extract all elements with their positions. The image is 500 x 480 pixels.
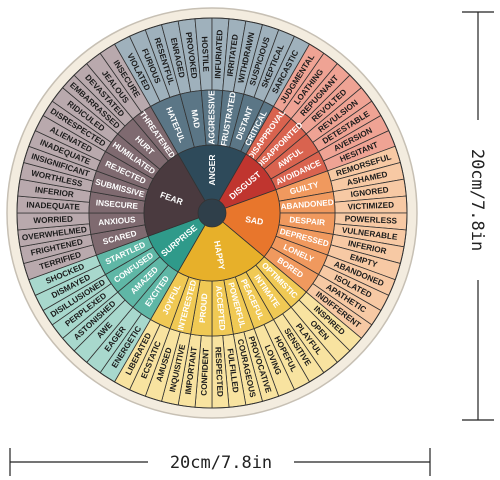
middle-emotion-label: AGGRESSIVE	[208, 90, 217, 145]
core-segment	[211, 189, 281, 258]
core-emotion-label: SAD	[245, 214, 265, 227]
core-segment	[177, 144, 247, 214]
middle-emotion-label: PROUD	[198, 293, 210, 323]
middle-emotion-label: ACCEPTED	[214, 285, 227, 331]
horizontal-dimension-label: 20cm/7.8in	[170, 453, 272, 473]
outer-emotion-label: VICTIMIZED	[347, 201, 394, 212]
outer-emotion-label: CONFIDENT	[200, 348, 211, 396]
core-segment	[143, 153, 213, 237]
middle-emotion-label: ANXIOUS	[98, 215, 136, 227]
outer-emotion-label: INADEQUATE	[26, 200, 80, 211]
outer-emotion-label: HOSTILE	[200, 36, 211, 72]
vertical-dimension-label: 20cm/7.8in	[467, 149, 487, 251]
middle-emotion-label: MAD	[189, 109, 201, 129]
core-segment	[177, 212, 265, 282]
horizontal-dimension: 20cm/7.8in	[9, 448, 431, 476]
core-emotion-label: ANGER	[207, 154, 217, 186]
outer-emotion-label: INFURIATED	[213, 29, 224, 78]
wheel-border	[16, 17, 408, 409]
outer-emotion-label: WORRIED	[33, 215, 73, 226]
outer-emotion-label: POWERLESS	[345, 214, 398, 225]
middle-emotion-label: DESPAIR	[289, 215, 326, 227]
wheel-hub	[197, 198, 227, 228]
middle-emotion-label: INSECURE	[95, 198, 138, 211]
vertical-dimension: 20cm/7.8in	[462, 11, 494, 421]
outer-emotion-label: RESPECTED	[213, 347, 224, 397]
